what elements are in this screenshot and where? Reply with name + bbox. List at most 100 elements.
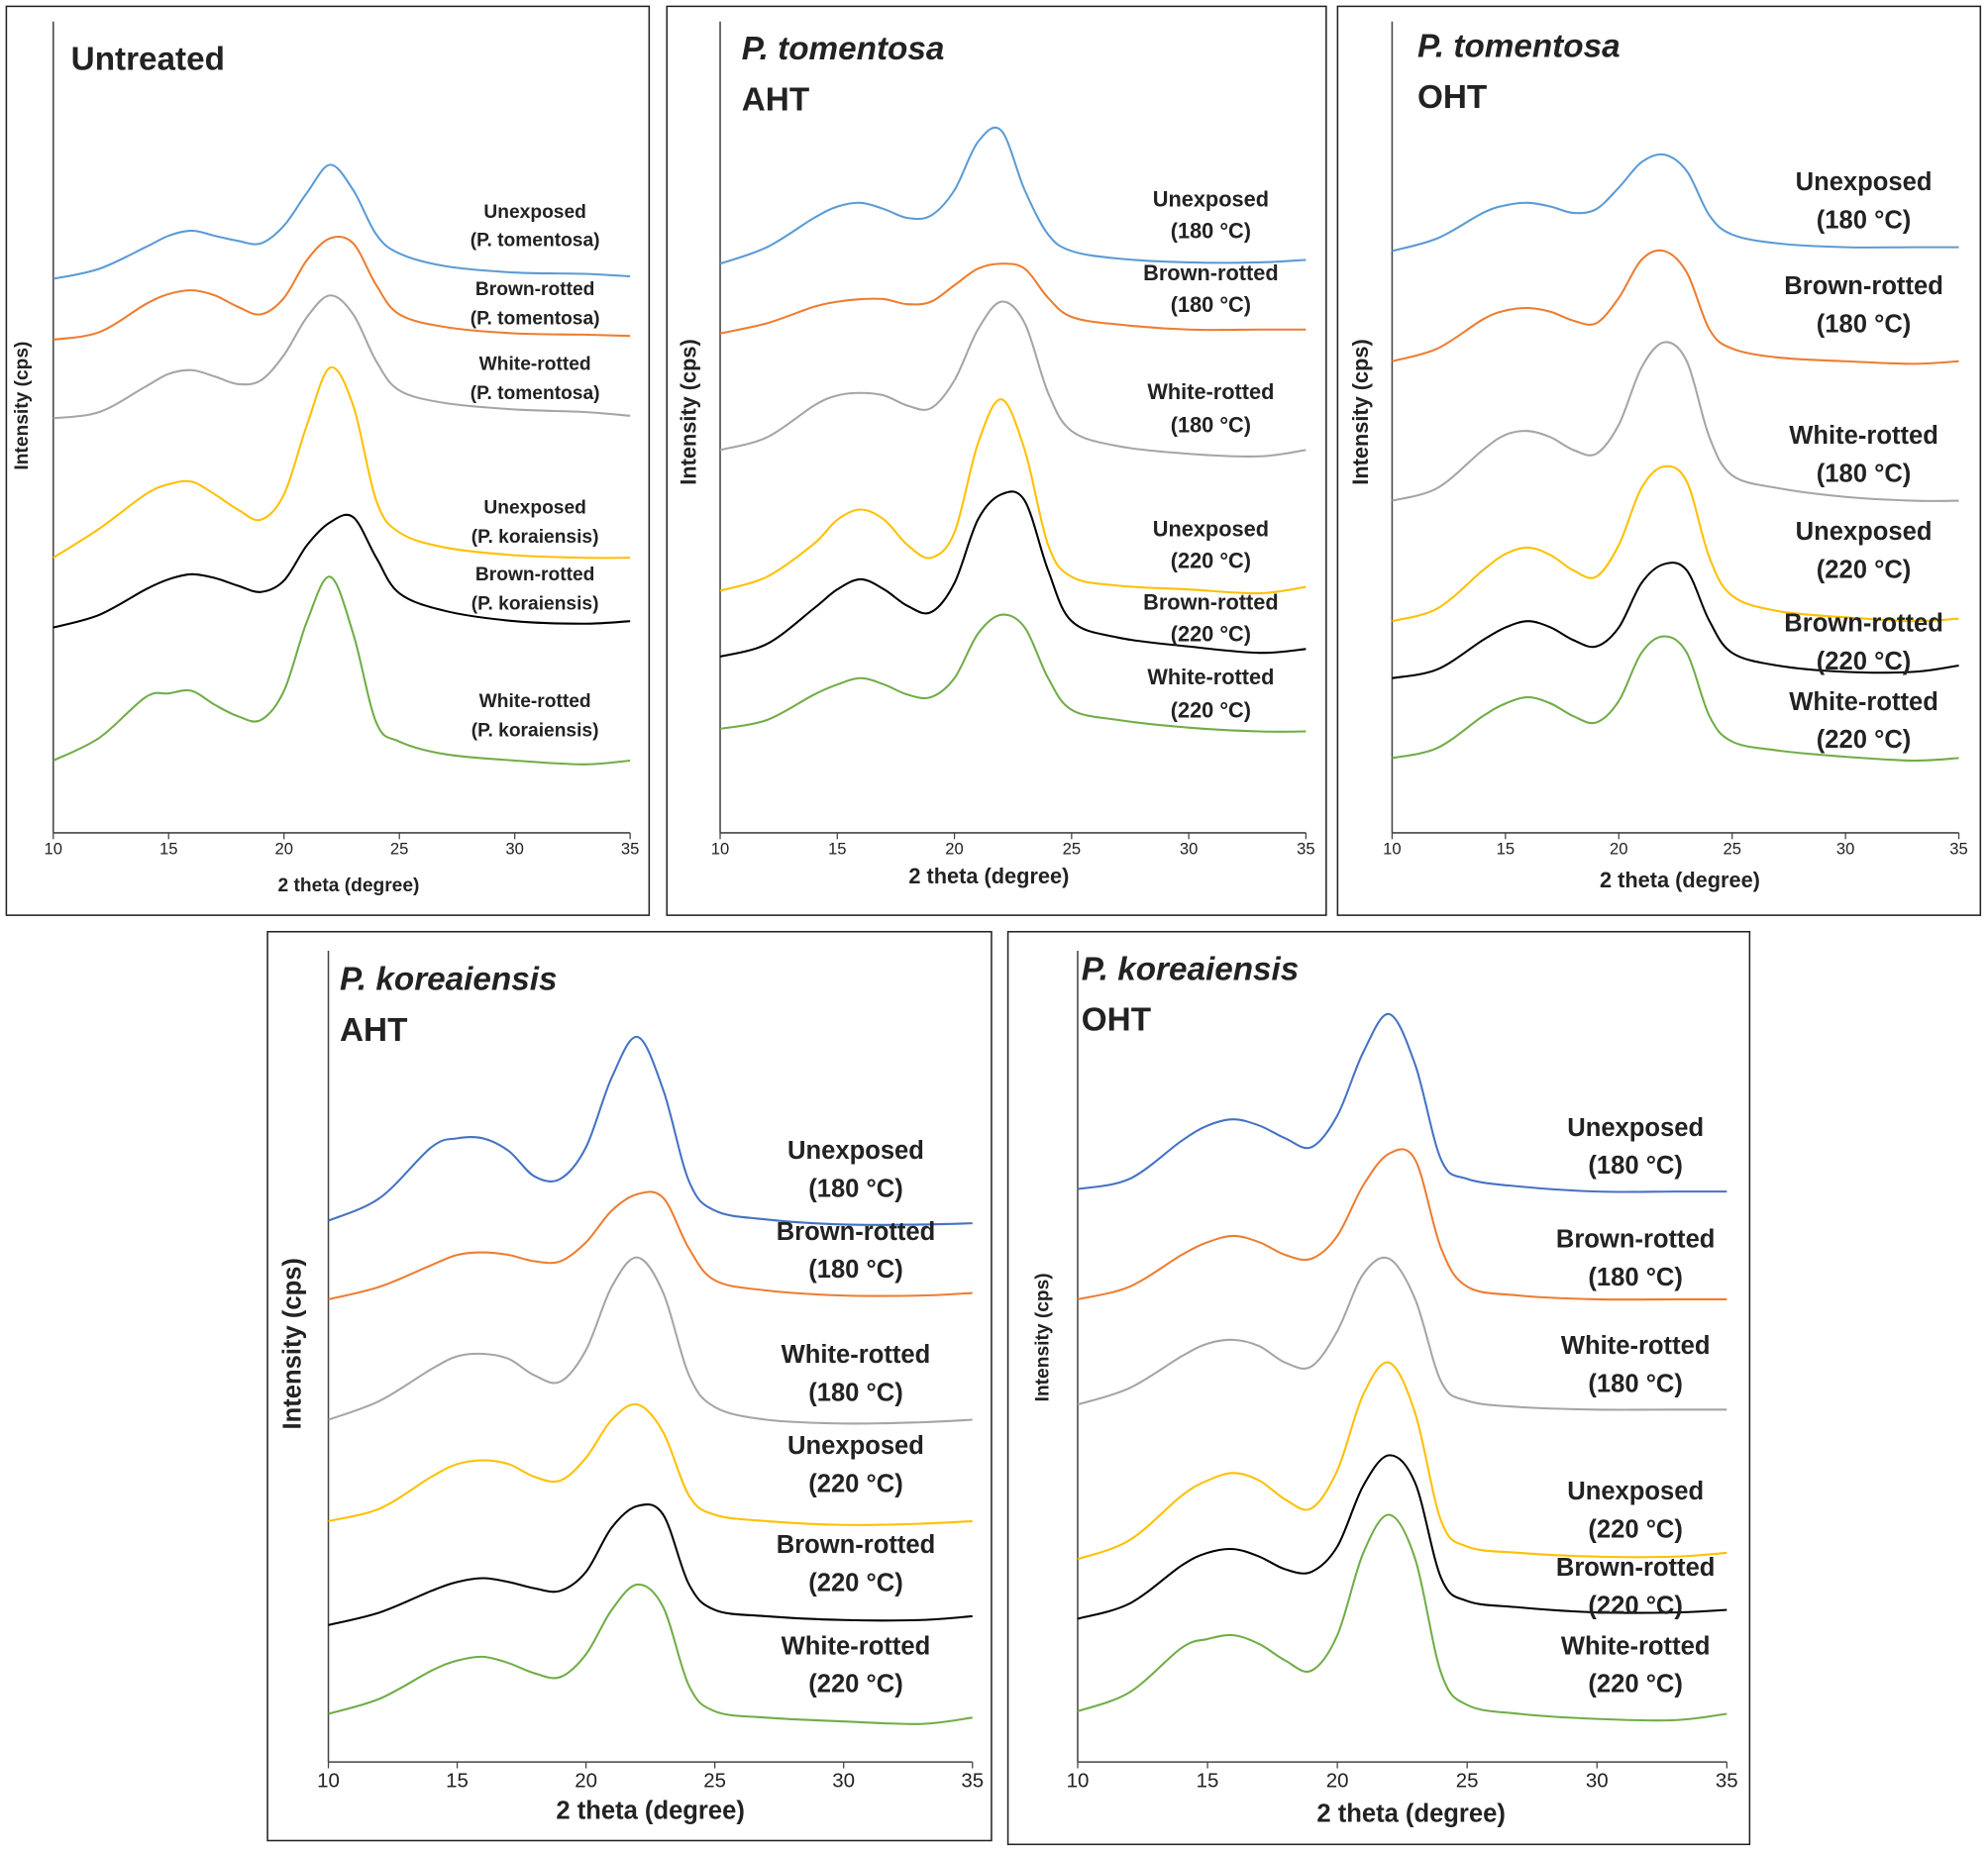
panel-subtitle: OHT — [1417, 79, 1487, 116]
series-label: (220 °C) — [1588, 1516, 1683, 1544]
xrd-curve — [1077, 1148, 1727, 1301]
xrd-curve — [328, 1502, 973, 1626]
xrd-curve — [1392, 635, 1959, 762]
series-label: (180 °C) — [1588, 1152, 1683, 1180]
series-label: Unexposed — [483, 202, 585, 223]
x-tick-label: 35 — [1716, 1770, 1738, 1793]
series-label: Brown-rotted — [1784, 272, 1943, 300]
series-label: (180 °C) — [1588, 1370, 1683, 1397]
series-label: Brown-rotted — [777, 1531, 936, 1559]
x-tick-label: 35 — [1949, 840, 1968, 859]
x-tick-label: 25 — [1063, 840, 1082, 859]
x-tick-label: 10 — [1067, 1770, 1090, 1793]
xrd-curve — [1392, 249, 1959, 365]
xrd-curve — [719, 300, 1307, 458]
panel-frame — [1006, 930, 1751, 1846]
xrd-curve — [328, 1256, 973, 1425]
series-label: (180 °C) — [1171, 412, 1251, 437]
xrd-curve — [1077, 1012, 1727, 1193]
series-label: (220 °C) — [1817, 557, 1912, 584]
series-label: (P. tomentosa) — [471, 230, 600, 251]
panel-title: P. koreaiensis — [340, 962, 557, 998]
xrd-curve — [1077, 1454, 1727, 1620]
x-tick-label: 10 — [317, 1770, 340, 1793]
xrd-curve — [719, 126, 1307, 265]
series-label: (220 °C) — [1588, 1671, 1683, 1698]
x-tick-label: 15 — [159, 840, 178, 859]
series-label: Unexposed — [1567, 1478, 1704, 1505]
xrd-curve — [52, 235, 631, 342]
panel-subtitle: AHT — [742, 81, 809, 118]
x-tick-label: 10 — [45, 840, 63, 859]
series-label: Brown-rotted — [1556, 1225, 1716, 1253]
series-label: Brown-rotted — [1556, 1554, 1716, 1582]
xrd-curve — [1392, 464, 1959, 623]
series-label: (220 °C) — [1588, 1592, 1683, 1619]
panel-frame — [666, 5, 1327, 916]
series-label: Unexposed — [483, 497, 585, 518]
series-label: (180 °C) — [1588, 1264, 1683, 1291]
xrd-curve — [1077, 1513, 1727, 1722]
series-label: (P. tomentosa) — [471, 309, 600, 330]
xrd-curve — [328, 1402, 973, 1526]
x-tick-label: 25 — [1723, 840, 1741, 859]
x-tick-label: 20 — [945, 840, 964, 859]
x-tick-label: 10 — [711, 840, 730, 859]
series-label: (P. tomentosa) — [471, 383, 600, 404]
panel-title: P. tomentosa — [1417, 29, 1621, 65]
xrd-curve — [719, 490, 1307, 659]
y-axis-label: Intensity (cps) — [1033, 1273, 1054, 1401]
series-label: (P. koraiensis) — [471, 594, 599, 615]
series-label: (180 °C) — [808, 1175, 903, 1202]
series-label: White-rotted — [479, 355, 591, 375]
y-axis-label: Intensity (cps) — [677, 339, 701, 484]
panel-title: P. koreaiensis — [1082, 951, 1299, 987]
x-tick-label: 15 — [446, 1770, 469, 1793]
x-tick-label: 30 — [1586, 1770, 1609, 1793]
x-tick-label: 30 — [505, 840, 524, 859]
series-label: (220 °C) — [808, 1671, 903, 1698]
series-label: (180 °C) — [808, 1379, 903, 1406]
x-axis-label: 2 theta (degree) — [1316, 1800, 1505, 1827]
x-tick-label: 10 — [1383, 840, 1402, 859]
series-label: Brown-rotted — [1143, 590, 1279, 615]
series-label: (P. koraiensis) — [471, 721, 599, 742]
series-label: Brown-rotted — [475, 279, 594, 300]
series-label: White-rotted — [1561, 1632, 1711, 1660]
x-tick-label: 15 — [828, 840, 847, 859]
xrd-curve — [52, 365, 631, 560]
series-label: Brown-rotted — [475, 565, 594, 585]
x-tick-label: 15 — [1197, 1770, 1219, 1793]
x-tick-label: 25 — [390, 840, 409, 859]
xrd-curve — [1077, 1361, 1727, 1561]
x-axis-label: 2 theta (degree) — [278, 875, 420, 896]
x-tick-label: 20 — [1610, 840, 1628, 859]
xrd-curve — [328, 1190, 973, 1300]
series-label: (180 °C) — [808, 1256, 903, 1284]
x-tick-label: 15 — [1497, 840, 1516, 859]
series-label: White-rotted — [1561, 1332, 1711, 1360]
x-tick-label: 25 — [703, 1770, 726, 1793]
series-label: (220 °C) — [1171, 622, 1251, 647]
xrd-curve — [1077, 1256, 1727, 1411]
xrd-curve — [328, 1035, 973, 1226]
series-label: (180 °C) — [1817, 460, 1912, 487]
series-label: (220 °C) — [1171, 697, 1251, 722]
x-tick-label: 30 — [1180, 840, 1199, 859]
series-label: White-rotted — [479, 691, 591, 712]
panel-frame — [1336, 5, 1982, 916]
series-label: Unexposed — [787, 1432, 924, 1460]
series-label: Unexposed — [1567, 1114, 1704, 1142]
series-label: White-rotted — [782, 1632, 931, 1660]
xrd-curve — [1392, 341, 1959, 502]
x-tick-label: 30 — [1836, 840, 1855, 859]
series-label: White-rotted — [1147, 379, 1274, 404]
series-label: (P. koraiensis) — [471, 527, 599, 548]
series-label: Unexposed — [1153, 516, 1269, 541]
series-label: Unexposed — [1796, 518, 1933, 546]
y-axis-label: Intensity (cps) — [278, 1258, 306, 1429]
series-label: White-rotted — [1789, 688, 1938, 716]
xrd-curve — [1392, 153, 1959, 253]
series-label: (220 °C) — [1817, 648, 1912, 675]
